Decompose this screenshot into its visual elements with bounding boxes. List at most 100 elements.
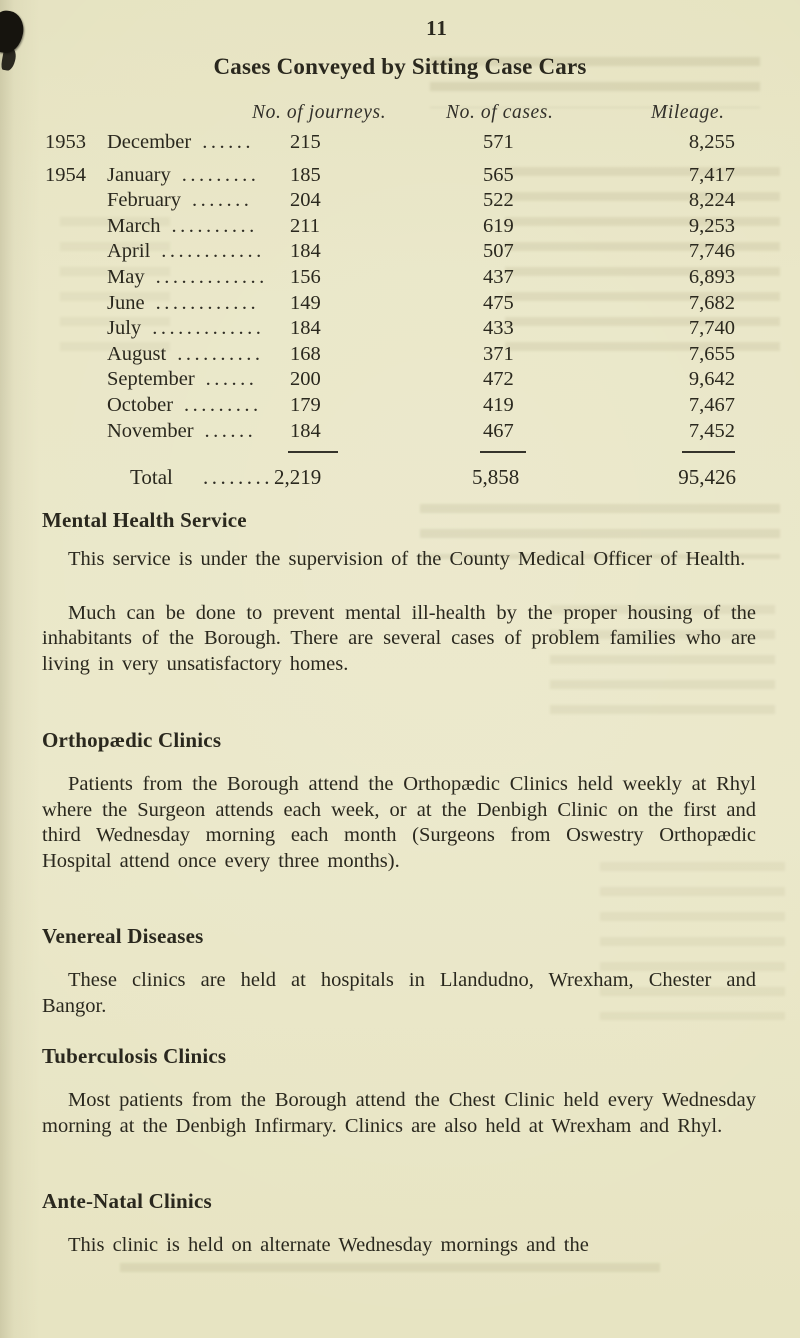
month-label: November xyxy=(107,419,194,442)
row-cases-value: 522 xyxy=(483,189,514,212)
row-mileage-value: 6,893 xyxy=(688,265,735,288)
month-label: May xyxy=(107,265,145,288)
dot-leader: .......... xyxy=(171,214,258,237)
section-paragraph: This clinic is held on alternate Wednesd… xyxy=(68,1234,589,1256)
row-mileage-value: 9,642 xyxy=(688,368,735,391)
row-month: January......... xyxy=(107,164,307,187)
section-paragraph: Patients from the Borough attend the Ort… xyxy=(42,773,756,872)
total-journeys-number: 2,219 xyxy=(274,465,322,489)
row-cases-value: 419 xyxy=(483,393,514,416)
section-heading: Venereal Diseases xyxy=(42,924,204,948)
month-label: March xyxy=(107,214,161,237)
bleed-through-text xyxy=(120,1256,660,1283)
table-row: June............ 149 475 7,682 xyxy=(0,292,800,318)
row-mileage-value: 7,682 xyxy=(688,291,735,314)
row-cases-value: 507 xyxy=(483,240,514,263)
dot-leader: ............. xyxy=(155,265,268,288)
page-number: 11 xyxy=(426,16,448,40)
row-journeys-value: 179 xyxy=(290,393,321,416)
row-mileage-value: 7,467 xyxy=(688,393,735,416)
month-label: August xyxy=(107,342,167,365)
row-journeys-value: 200 xyxy=(290,368,321,391)
section-paragraph: These clinics are held at hospitals in L… xyxy=(42,969,756,1017)
month-label: September xyxy=(107,368,195,391)
total-journeys-value: ........2,219 xyxy=(203,465,321,490)
month-label: February xyxy=(107,189,182,212)
row-month: November...... xyxy=(107,420,307,443)
table-row: July............. 184 433 7,740 xyxy=(0,317,800,343)
row-journeys-value: 168 xyxy=(290,342,321,365)
month-label: June xyxy=(107,291,145,314)
row-month: September...... xyxy=(107,368,307,391)
row-cases-value: 467 xyxy=(483,419,514,442)
row-cases-value: 565 xyxy=(483,163,514,186)
section-tuberculosis-clinics: Tuberculosis Clinics Most patients from … xyxy=(42,1043,756,1139)
row-mileage-value: 7,746 xyxy=(688,240,735,263)
row-cases-value: 571 xyxy=(483,131,514,153)
row-year: 1954 xyxy=(45,163,86,186)
total-rule-cases xyxy=(480,451,526,453)
row-journeys-value: 184 xyxy=(290,240,321,263)
section-venereal-diseases: Venereal Diseases These clinics are held… xyxy=(42,923,756,1019)
row-mileage-value: 9,253 xyxy=(688,214,735,237)
section-heading: Orthopædic Clinics xyxy=(42,728,222,752)
section-paragraph: This service is under the supervision of… xyxy=(68,548,746,570)
table-row: March.......... 211 619 9,253 xyxy=(0,215,800,241)
row-mileage-value: 7,417 xyxy=(688,163,735,186)
row-mileage-value: 7,452 xyxy=(688,419,735,442)
row-month: December...... xyxy=(107,131,307,154)
row-month: April............ xyxy=(107,240,307,263)
row-journeys-value: 156 xyxy=(290,265,321,288)
table-row: April............ 184 507 7,746 xyxy=(0,240,800,266)
row-month: May............. xyxy=(107,266,307,289)
table-body: 1953 December...... 215 571 8,255 1954 J… xyxy=(0,131,800,445)
section-mental-health-service: Mental Health Service This service is un… xyxy=(42,507,756,677)
page-title: Cases Conveyed by Sitting Case Cars xyxy=(213,54,587,79)
row-month: June............ xyxy=(107,292,307,315)
dot-leader: ............ xyxy=(161,240,265,263)
row-journeys-value: 185 xyxy=(290,163,321,186)
dot-leader: ...... xyxy=(204,419,257,442)
row-journeys-value: 215 xyxy=(290,131,321,153)
row-mileage-value: 7,740 xyxy=(688,317,735,340)
month-label: December xyxy=(107,131,192,153)
row-cases-value: 437 xyxy=(483,265,514,288)
section-heading: Mental Health Service xyxy=(42,508,247,532)
section-paragraph: Most patients from the Borough attend th… xyxy=(42,1089,756,1137)
row-cases-value: 472 xyxy=(483,368,514,391)
section-paragraph: Much can be done to prevent mental ill-h… xyxy=(42,601,756,675)
dot-leader: ......... xyxy=(184,393,262,416)
dot-leader: .......... xyxy=(177,342,264,365)
row-mileage-value: 8,255 xyxy=(688,131,735,153)
row-journeys-value: 211 xyxy=(290,214,320,237)
dot-leader: ...... xyxy=(202,131,254,153)
table-row: 1954 January......... 185 565 7,417 xyxy=(0,164,800,190)
dot-leader: ...... xyxy=(205,368,258,391)
total-rule-mileage xyxy=(682,451,735,453)
row-month: February....... xyxy=(107,189,307,212)
column-header-mileage: Mileage. xyxy=(651,102,725,123)
row-journeys-value: 204 xyxy=(290,189,321,212)
total-cases-value: 5,858 xyxy=(472,465,520,489)
section-ante-natal-clinics: Ante-Natal Clinics This clinic is held o… xyxy=(42,1188,756,1259)
table-row: 1953 December...... 215 571 8,255 xyxy=(0,131,800,157)
row-journeys-value: 184 xyxy=(290,317,321,340)
table-row: May............. 156 437 6,893 xyxy=(0,266,800,292)
dot-leader: ............. xyxy=(152,317,265,340)
table-row: February....... 204 522 8,224 xyxy=(0,189,800,215)
month-label: April xyxy=(107,240,151,263)
row-cases-value: 475 xyxy=(483,291,514,314)
row-journeys-value: 149 xyxy=(290,291,321,314)
row-journeys-value: 184 xyxy=(290,419,321,442)
dot-leader: ....... xyxy=(192,189,253,212)
month-label: July xyxy=(107,317,142,340)
month-label: October xyxy=(107,393,174,416)
total-mileage-value: 95,426 xyxy=(678,465,736,489)
column-header-journeys: No. of journeys. xyxy=(252,102,387,123)
table-row: August.......... 168 371 7,655 xyxy=(0,343,800,369)
row-cases-value: 433 xyxy=(483,317,514,340)
section-heading: Tuberculosis Clinics xyxy=(42,1044,227,1068)
row-mileage-value: 7,655 xyxy=(688,342,735,365)
table-row: November...... 184 467 7,452 xyxy=(0,420,800,446)
row-month: August.......... xyxy=(107,343,307,366)
